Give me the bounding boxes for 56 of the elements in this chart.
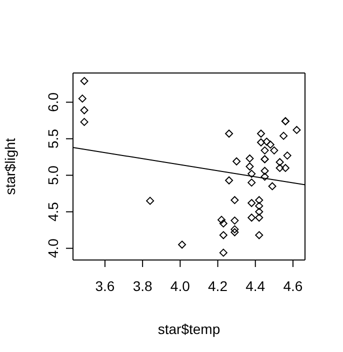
y-tick-label: 6.0	[45, 92, 61, 112]
y-tick-label: 4.5	[45, 202, 61, 222]
point	[255, 202, 264, 210]
point	[178, 240, 186, 249]
point	[255, 214, 264, 222]
x-tick-label: 4.6	[283, 278, 303, 294]
x-tick-label: 4.2	[208, 278, 228, 294]
x-axis-title: star$temp	[158, 321, 220, 337]
point	[283, 152, 292, 160]
point	[248, 199, 256, 208]
point	[219, 248, 228, 257]
point	[80, 118, 88, 126]
point	[268, 182, 276, 190]
x-tick-label: 3.8	[132, 278, 153, 294]
point	[248, 170, 256, 178]
point	[257, 130, 266, 138]
point	[230, 225, 239, 234]
point	[232, 157, 241, 166]
x-tick-label: 3.6	[95, 278, 115, 294]
point	[276, 164, 284, 172]
point	[270, 146, 278, 154]
point	[246, 162, 254, 170]
point	[280, 132, 288, 140]
point	[281, 164, 290, 172]
point	[276, 158, 284, 166]
x-tick-label: 4.4	[246, 278, 266, 294]
point	[257, 138, 266, 146]
point	[248, 214, 256, 222]
point	[266, 140, 274, 149]
point	[80, 106, 88, 114]
point	[219, 231, 228, 240]
point	[225, 176, 234, 184]
point	[230, 196, 239, 204]
y-tick-label: 5.5	[45, 128, 61, 148]
point	[260, 146, 269, 154]
point	[219, 219, 228, 228]
point	[260, 166, 269, 175]
point	[230, 228, 239, 236]
point	[255, 208, 264, 216]
point	[255, 231, 264, 240]
x-tick-label: 4.0	[170, 278, 190, 294]
point	[146, 196, 154, 205]
point	[246, 154, 254, 162]
point	[262, 138, 271, 146]
point	[225, 130, 234, 138]
point	[248, 178, 256, 187]
y-tick-label: 5.0	[45, 165, 61, 185]
point	[78, 94, 86, 103]
point	[230, 216, 239, 225]
point	[80, 77, 88, 86]
point	[260, 172, 269, 181]
point	[292, 126, 301, 134]
point	[255, 196, 264, 204]
y-axis-title: star$light	[2, 138, 18, 195]
y-tick-label: 4.0	[45, 238, 61, 258]
point	[218, 216, 226, 224]
